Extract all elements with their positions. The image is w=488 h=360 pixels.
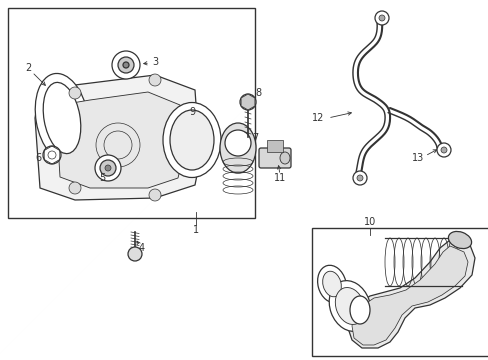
Bar <box>311 228 488 356</box>
Circle shape <box>48 151 56 159</box>
Text: 4: 4 <box>139 243 145 253</box>
Ellipse shape <box>328 281 370 331</box>
Text: 11: 11 <box>273 173 285 183</box>
Circle shape <box>436 143 450 157</box>
Text: 7: 7 <box>251 133 258 143</box>
Polygon shape <box>57 92 183 188</box>
Circle shape <box>118 57 134 73</box>
Ellipse shape <box>322 271 341 297</box>
Ellipse shape <box>335 288 364 324</box>
Ellipse shape <box>280 152 289 164</box>
Text: 2: 2 <box>25 63 31 73</box>
Ellipse shape <box>43 82 81 154</box>
Text: 1: 1 <box>193 225 199 235</box>
Polygon shape <box>35 75 200 200</box>
Ellipse shape <box>35 73 89 163</box>
Circle shape <box>105 165 111 171</box>
Text: 3: 3 <box>152 57 158 67</box>
Text: 13: 13 <box>411 153 423 163</box>
Circle shape <box>100 160 116 176</box>
Circle shape <box>356 175 362 181</box>
FancyBboxPatch shape <box>259 148 290 168</box>
Text: 10: 10 <box>363 217 375 227</box>
Circle shape <box>123 62 129 68</box>
Text: 6: 6 <box>35 153 41 163</box>
Circle shape <box>43 146 61 164</box>
Circle shape <box>112 51 140 79</box>
Circle shape <box>224 130 250 156</box>
Ellipse shape <box>349 296 369 324</box>
Ellipse shape <box>163 103 221 177</box>
Circle shape <box>352 171 366 185</box>
Circle shape <box>378 15 384 21</box>
Circle shape <box>69 182 81 194</box>
Circle shape <box>149 74 161 86</box>
Circle shape <box>69 87 81 99</box>
Ellipse shape <box>317 265 346 303</box>
Ellipse shape <box>447 231 470 248</box>
Text: 8: 8 <box>254 88 261 98</box>
Polygon shape <box>347 240 474 348</box>
Polygon shape <box>351 246 467 345</box>
Bar <box>266 140 283 152</box>
Ellipse shape <box>170 110 214 170</box>
Circle shape <box>240 94 256 110</box>
Circle shape <box>374 11 388 25</box>
Text: 9: 9 <box>188 107 195 117</box>
Circle shape <box>149 189 161 201</box>
Polygon shape <box>241 94 254 110</box>
Circle shape <box>128 247 142 261</box>
Bar <box>8 8 254 218</box>
Ellipse shape <box>220 123 256 173</box>
Circle shape <box>95 155 121 181</box>
Circle shape <box>440 147 446 153</box>
Text: 12: 12 <box>311 113 324 123</box>
Text: 5: 5 <box>99 173 105 183</box>
